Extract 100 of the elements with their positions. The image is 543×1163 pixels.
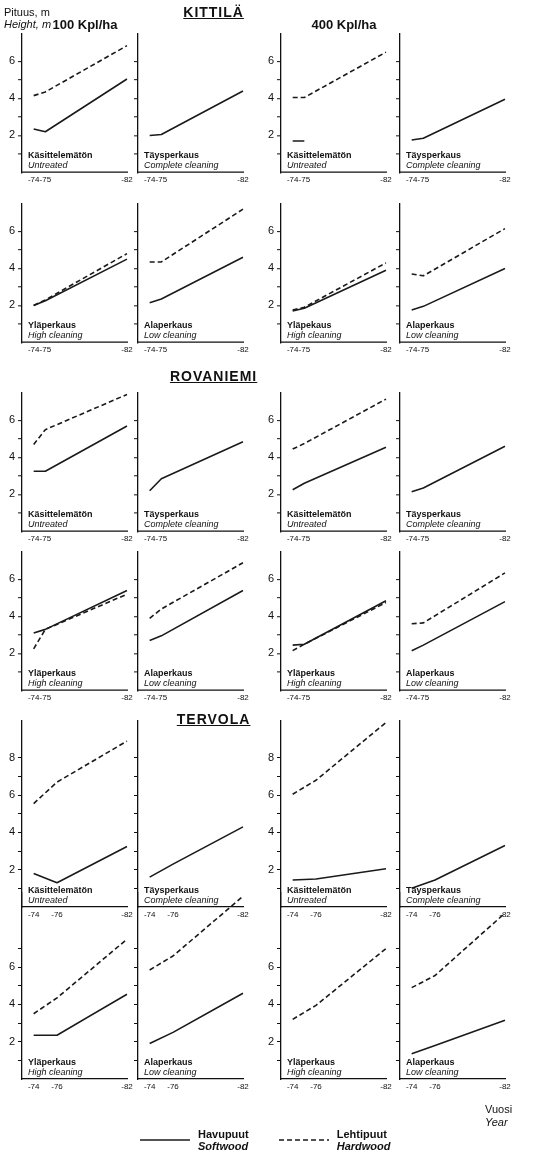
x-tick-label: -75: [417, 174, 430, 184]
x-axis-title: Vuosi Year: [485, 1103, 513, 1129]
x-tick-label: -82: [237, 692, 250, 702]
x-tick-label: -82: [237, 1082, 250, 1091]
y-tick-label: 6: [267, 223, 274, 236]
annotation: Yläperkaus: [28, 1057, 77, 1067]
x-tick-label: -75: [39, 344, 52, 354]
x-tick-label: -82: [121, 174, 134, 184]
y-tick-label: 2: [267, 1034, 274, 1047]
y-tick-label: 6: [8, 960, 15, 973]
annotation: High cleaning: [287, 677, 342, 688]
annotation: Täysperkaus: [144, 508, 199, 519]
x-tick-label: -74: [286, 1082, 299, 1091]
y-tick-label: 4: [8, 997, 15, 1010]
x-tick-label: -76: [51, 1082, 64, 1091]
annotation: High cleaning: [287, 329, 342, 340]
x-tick-label: -75: [155, 692, 168, 702]
y-tick-label: 2: [267, 645, 274, 658]
x-tick-label: -74: [405, 692, 418, 702]
annotation: Complete cleaning: [406, 518, 481, 529]
x-tick-label: -75: [417, 344, 430, 354]
x-tick-label: -82: [121, 344, 134, 354]
y-tick-label: 2: [267, 297, 274, 310]
x-tick-label: -76: [310, 910, 323, 919]
annotation: Yläpekaus: [287, 319, 332, 330]
x-tick-label: -82: [380, 533, 393, 543]
x-tick-label: -82: [499, 692, 512, 702]
annotation: High cleaning: [28, 1067, 83, 1077]
x-tick-label: -82: [237, 533, 250, 543]
annotation: Alaperkaus: [144, 667, 193, 678]
annotation: Low cleaning: [406, 677, 459, 688]
annotation: Complete cleaning: [406, 895, 481, 905]
x-tick-label: -82: [380, 692, 393, 702]
annotation: Untreated: [28, 895, 69, 905]
x-tick-label: -75: [298, 174, 311, 184]
x-tick-label: -82: [237, 174, 250, 184]
x-tick-label: -76: [51, 910, 64, 919]
x-tick-label: -74: [27, 533, 40, 543]
legend-label: Havupuut Softwood: [198, 1128, 249, 1152]
y-tick-label: 2: [8, 486, 15, 499]
chart-title: TERVOLA: [176, 711, 251, 728]
x-tick-label: -74: [405, 344, 418, 354]
y-tick-label: 2: [8, 645, 15, 658]
annotation: Untreated: [28, 159, 69, 170]
annotation: Yläperkaus: [28, 667, 76, 678]
x-tick-label: -74: [286, 344, 299, 354]
annotation: Yläperkaus: [287, 667, 335, 678]
annotation: Complete cleaning: [144, 159, 219, 170]
y-tick-label: 4: [267, 608, 274, 621]
chart-subtitle: 100 Kpl/ha: [52, 16, 118, 33]
annotation: Low cleaning: [144, 1067, 197, 1077]
y-tick-label: 6: [267, 53, 274, 66]
x-tick-label: -74: [143, 533, 156, 543]
x-tick-label: -76: [167, 910, 180, 919]
annotation: Complete cleaning: [406, 159, 481, 170]
x-tick-label: -74: [286, 910, 299, 919]
y-tick-label: 6: [267, 960, 274, 973]
x-tick-label: -82: [380, 174, 393, 184]
chart-subtitle: 400 Kpl/ha: [311, 16, 377, 33]
annotation: Untreated: [287, 518, 328, 529]
x-tick-label: -82: [499, 344, 512, 354]
annotation: Alaperkaus: [406, 667, 455, 678]
legend-label: Lehtipuut Hardwood: [336, 1128, 391, 1152]
annotation: Low cleaning: [144, 677, 197, 688]
annotation: Yläperkaus: [28, 319, 76, 330]
x-tick-label: -82: [499, 174, 512, 184]
x-tick-label: -74: [27, 910, 40, 919]
x-tick-label: -74: [143, 174, 156, 184]
annotation: Täysperkaus: [144, 149, 199, 160]
annotation: Alaperkaus: [406, 319, 455, 330]
y-tick-label: 2: [267, 127, 274, 140]
x-tick-label: -74: [286, 174, 299, 184]
chart-title: KITTILÄ: [183, 4, 244, 21]
x-tick-label: -74: [27, 344, 40, 354]
x-tick-label: -82: [237, 910, 250, 919]
annotation: Yläperkaus: [287, 1057, 336, 1067]
annotation: Täysperkaus: [406, 885, 462, 895]
y-tick-label: 2: [8, 297, 15, 310]
y-tick-label: 6: [8, 223, 15, 236]
y-tick-label: 4: [267, 997, 274, 1010]
annotation: Täysperkaus: [406, 508, 461, 519]
x-tick-label: -76: [429, 910, 442, 919]
y-axis-title: Pituus, m Height, m: [4, 5, 52, 31]
x-tick-label: -74: [143, 344, 156, 354]
x-tick-label: -74: [27, 174, 40, 184]
y-tick-label: 4: [8, 90, 15, 103]
x-tick-label: -74: [405, 174, 418, 184]
y-tick-label: 2: [8, 862, 15, 875]
x-tick-label: -82: [499, 910, 512, 919]
y-tick-label: 6: [8, 571, 15, 584]
x-tick-label: -75: [39, 174, 52, 184]
x-tick-label: -74: [286, 533, 299, 543]
annotation: Täysperkaus: [144, 885, 200, 895]
x-tick-label: -75: [417, 533, 430, 543]
x-tick-label: -75: [39, 533, 52, 543]
x-tick-label: -74: [286, 692, 299, 702]
y-tick-label: 2: [8, 1034, 15, 1047]
y-tick-label: 4: [8, 608, 15, 621]
x-tick-label: -75: [298, 533, 311, 543]
x-tick-label: -82: [121, 692, 134, 702]
